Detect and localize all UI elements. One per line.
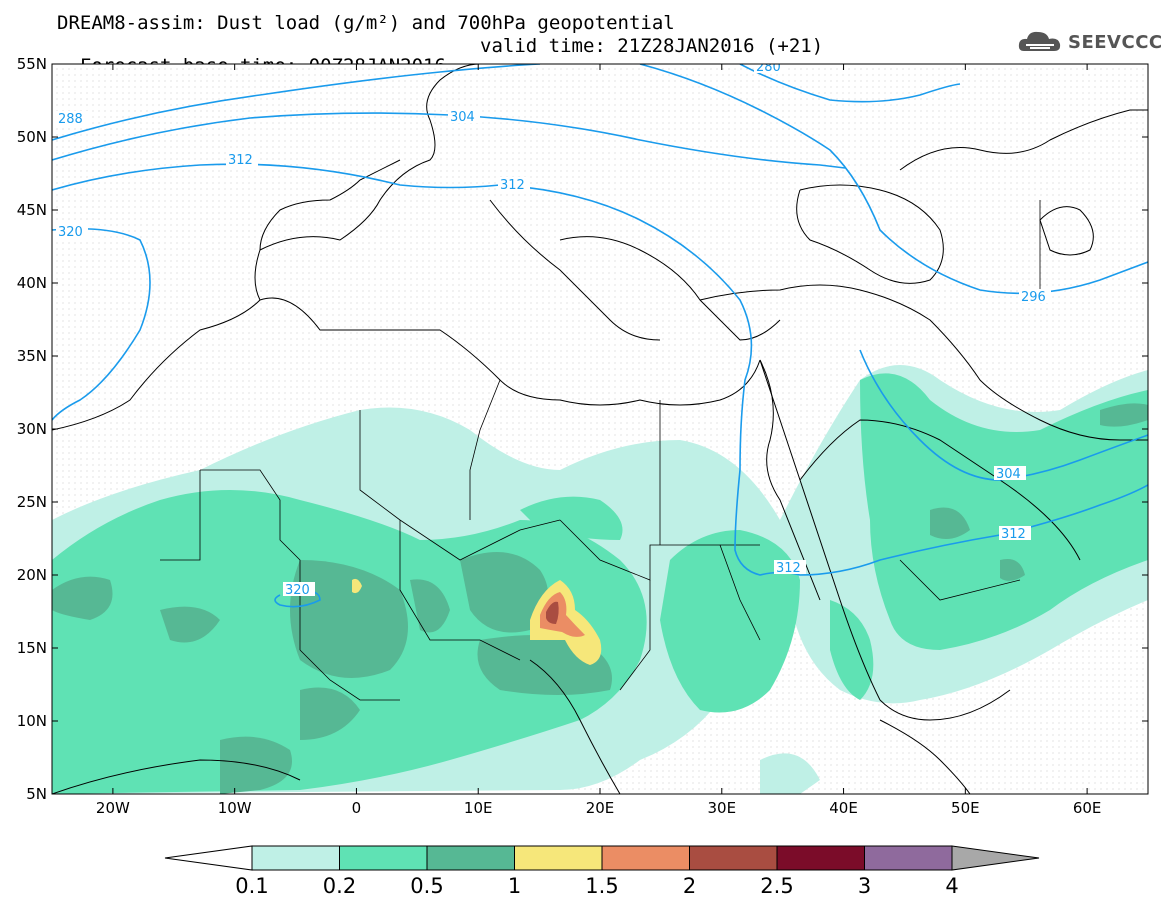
colorbar-over-triangle [951,845,1040,871]
contour-label: 304 [996,467,1021,482]
colorbar-level-label: 2.5 [760,874,793,898]
lat-tick-label: 35N [17,347,47,365]
contour-label: 288 [58,112,83,127]
colorbar-level-label: 4 [945,874,958,898]
contour-labels: 288 280 304 312 312 320 320 296 304 312 … [56,60,1051,598]
colorbar-boxes [251,845,953,871]
contour-label: 312 [228,153,253,168]
cloud-icon [1018,31,1061,51]
country-borders [160,200,1041,701]
colorbar-box [776,845,865,871]
lat-tick-label: 25N [17,493,47,511]
lon-tick-label: 30E [707,799,736,817]
lon-tick-label: 10E [464,799,493,817]
lat-tick-label: 45N [17,201,47,219]
lat-tick-label: 50N [17,128,47,146]
map-title: DREAM8-assim: Dust load (g/m²) and 700hP… [57,12,675,34]
colorbar-box [689,845,778,871]
contour-label: 312 [500,178,525,193]
lon-tick-label: 50E [951,799,980,817]
contour-label: 296 [1021,290,1046,305]
lat-tick-label: 5N [26,785,47,803]
colorbar-level-label: 3 [858,874,871,898]
dust-layer-orange [540,592,585,637]
contour-label: 312 [776,561,801,576]
contour-label: 304 [450,110,475,125]
dust-layer-dark [52,403,1148,794]
lon-tick-label: 0 [352,799,362,817]
colorbar-level-label: 0.1 [235,874,268,898]
contour-label: 280 [756,60,781,75]
lon-tick-label: 10W [218,799,252,817]
logo-text: SEEVCCC [1068,32,1163,53]
seevccc-logo: SEEVCCC [1018,27,1162,57]
colorbar-box [339,845,428,871]
colorbar-box [426,845,515,871]
lat-tick-label: 10N [17,712,47,730]
colorbar-level-label: 2 [683,874,696,898]
contour-label: 320 [58,225,83,240]
colorbar-level-label: 1.5 [585,874,618,898]
colorbar-level-label: 0.2 [323,874,356,898]
colorbar-under-triangle [164,845,253,871]
colorbar-labels: 0.1 0.2 0.5 1 1.5 2 2.5 3 4 [235,874,958,898]
colorbar-box [514,845,603,871]
longitude-ticks: 20W 10W 0 10E 20E 30E 40E 50E 60E [96,64,1101,817]
colorbar-level-label: 0.5 [410,874,443,898]
dust-layer-brown [546,601,559,624]
lon-tick-label: 40E [829,799,858,817]
latitude-ticks: 55N 50N 45N 40N 35N 30N 25N 20N 15N 10N 5N [17,55,1148,803]
colorbar-box [864,845,953,871]
lon-tick-label: 20W [96,799,130,817]
colorbar: 0.1 0.2 0.5 1 1.5 2 2.5 3 4 [164,845,1040,898]
lon-tick-label: 20E [586,799,615,817]
lon-tick-label: 60E [1073,799,1102,817]
colorbar-box [251,845,340,871]
valid-time-label: valid time: 21Z28JAN2016 (+21) [480,35,824,57]
lat-tick-label: 15N [17,639,47,657]
colorbar-box [601,845,690,871]
lat-tick-label: 30N [17,420,47,438]
lat-tick-label: 40N [17,274,47,292]
lat-tick-label: 20N [17,566,47,584]
coastlines [52,64,1148,794]
lat-tick-label: 55N [17,55,47,73]
contour-label: 320 [285,583,310,598]
contour-label: 312 [1001,527,1026,542]
colorbar-level-label: 1 [508,874,521,898]
